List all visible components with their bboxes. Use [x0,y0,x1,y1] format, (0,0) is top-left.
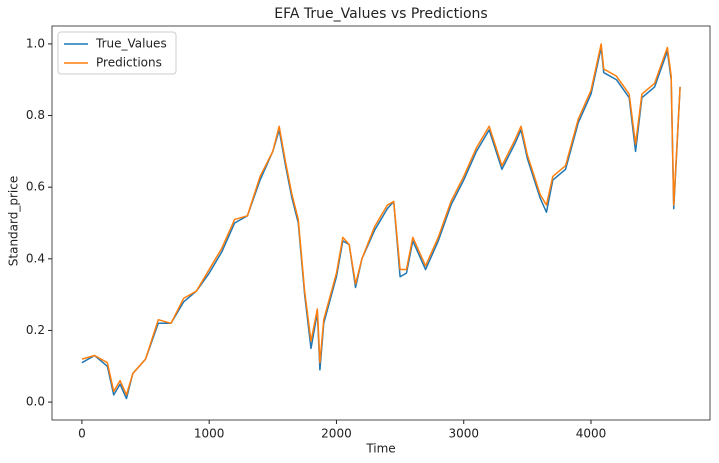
y-tick-label: 0.8 [26,108,45,122]
chart-title: EFA True_Values vs Predictions [274,6,487,22]
y-tick-label: 1.0 [26,36,45,50]
legend-label: Predictions [96,56,162,70]
x-tick-label: 2000 [321,427,352,441]
x-tick-label: 0 [78,427,86,441]
legend-label: True_Values [95,37,167,51]
y-tick-label: 0.6 [26,180,45,194]
y-tick-label: 0.0 [26,395,45,409]
x-tick-label: 4000 [576,427,607,441]
x-axis-label: Time [365,442,395,456]
x-tick-label: 3000 [448,427,479,441]
x-tick-label: 1000 [194,427,225,441]
line [81,43,681,396]
y-tick-label: 0.4 [26,251,45,265]
y-axis-label: Standard_price [7,176,21,266]
y-tick-label: 0.2 [26,323,45,337]
line [81,46,681,400]
plot-frame [51,25,711,421]
